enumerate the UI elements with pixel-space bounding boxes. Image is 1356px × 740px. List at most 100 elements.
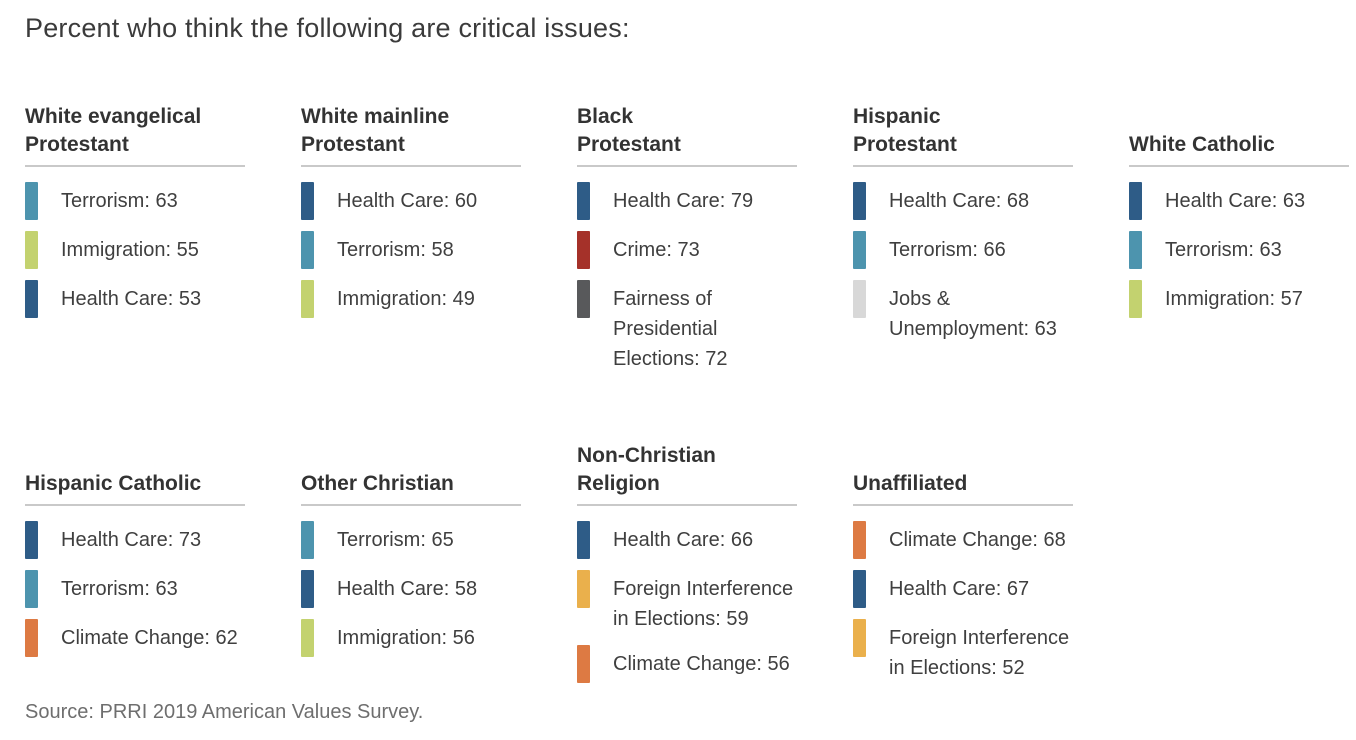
issue-item: Jobs & Unemployment: 63	[853, 280, 1073, 344]
issue-color-chip	[853, 619, 866, 657]
issue-label: Health Care: 60	[337, 190, 478, 212]
group-header: White mainline Protestant	[301, 105, 450, 156]
issue-item: Health Care: 73	[25, 521, 245, 559]
issue-label: Health Care: 73	[61, 529, 202, 551]
issue-item: Terrorism: 58	[301, 231, 521, 269]
group-header: Unaffiliated	[853, 471, 968, 495]
issue-label: Immigration: 55	[61, 239, 199, 261]
issue-label: Immigration: 49	[337, 288, 475, 310]
issue-item: Health Care: 60	[301, 182, 521, 220]
issue-item: Immigration: 49	[301, 280, 521, 318]
issue-color-chip	[25, 182, 38, 220]
issue-item: Health Care: 53	[25, 280, 245, 318]
issue-list: Terrorism: 65 Health Care: 58 Immigration:…	[301, 521, 521, 657]
issue-label: Immigration: 57	[1165, 288, 1303, 310]
issue-list: Terrorism: 63 Immigration: 55 Health Care:…	[25, 182, 245, 318]
header-rule	[577, 165, 797, 167]
issue-color-chip	[25, 280, 38, 318]
issue-color-chip	[853, 182, 866, 220]
issue-color-chip	[1129, 182, 1142, 220]
groups-row-1: White evangelical Protestant Terrorism: 6…	[0, 96, 1356, 385]
issue-label: Health Care: 58	[337, 578, 478, 600]
issue-item: Immigration: 55	[25, 231, 245, 269]
issue-item: Foreign Interference in Elections: 59	[577, 570, 797, 634]
header-rule	[853, 165, 1073, 167]
issue-item: Terrorism: 65	[301, 521, 521, 559]
issue-label: Health Care: 79	[613, 190, 754, 212]
header-rule	[853, 504, 1073, 506]
issue-label: Immigration: 56	[337, 627, 475, 649]
issue-color-chip	[25, 231, 38, 269]
issue-list: Health Care: 79 Crime: 73 Fairness of Pres…	[577, 182, 797, 374]
issue-item: Fairness of Presidential Elections: 72	[577, 280, 797, 374]
issue-color-chip	[301, 570, 314, 608]
issue-item: Health Care: 58	[301, 570, 521, 608]
groups-row-2: Hispanic Catholic Health Care: 73 Terroris…	[0, 435, 1356, 694]
chart-title: Percent who think the following are crit…	[25, 13, 630, 43]
issue-color-chip	[25, 570, 38, 608]
issue-label: Terrorism: 65	[337, 529, 454, 551]
group-column: Other Christian Terrorism: 65 Health Care:…	[301, 435, 521, 668]
issue-item: Immigration: 57	[1129, 280, 1349, 318]
issue-label: Jobs & Unemployment: 63	[889, 288, 1057, 340]
issue-label: Foreign Interference in Elections: 59	[613, 578, 794, 630]
issue-label: Foreign Interference in Elections: 52	[889, 627, 1070, 679]
group-header: White Catholic	[1129, 132, 1275, 156]
issue-color-chip	[577, 280, 590, 318]
issue-item: Climate Change: 56	[577, 645, 797, 683]
issue-label: Climate Change: 56	[613, 653, 790, 675]
group-column: Non-Christian Religion Health Care: 66 For…	[577, 435, 797, 694]
group-header: Black Protestant	[577, 105, 681, 156]
issue-item: Health Care: 67	[853, 570, 1073, 608]
group-column: White evangelical Protestant Terrorism: 6…	[25, 96, 245, 329]
group-column: Hispanic Protestant Health Care: 68 Terror…	[853, 96, 1073, 355]
issue-color-chip	[577, 231, 590, 269]
group-column: Black Protestant Health Care: 79 Crime: 73…	[577, 96, 797, 385]
issue-color-chip	[577, 570, 590, 608]
source-note: Source: PRRI 2019 American Values Survey…	[25, 701, 424, 723]
header-rule	[1129, 165, 1349, 167]
issue-color-chip	[25, 619, 38, 657]
issue-color-chip	[301, 280, 314, 318]
issue-item: Health Care: 68	[853, 182, 1073, 220]
group-header: Non-Christian Religion	[577, 444, 716, 495]
issue-label: Terrorism: 58	[337, 239, 454, 261]
issue-item: Climate Change: 62	[25, 619, 245, 657]
issue-label: Fairness of Presidential Elections: 72	[613, 288, 728, 370]
issue-color-chip	[1129, 280, 1142, 318]
issue-label: Health Care: 53	[61, 288, 202, 310]
issue-item: Terrorism: 63	[25, 182, 245, 220]
group-header: Hispanic Protestant	[853, 105, 957, 156]
issue-item: Terrorism: 63	[1129, 231, 1349, 269]
issue-label: Health Care: 68	[889, 190, 1030, 212]
issue-color-chip	[577, 645, 590, 683]
issue-list: Health Care: 60 Terrorism: 58 Immigration:…	[301, 182, 521, 318]
issue-item: Health Care: 66	[577, 521, 797, 559]
issue-label: Health Care: 67	[889, 578, 1030, 600]
group-header: White evangelical Protestant	[25, 105, 202, 156]
group-column: White Catholic Health Care: 63 Terrorism: …	[1129, 96, 1349, 329]
header-rule	[301, 165, 521, 167]
group-header: Other Christian	[301, 471, 454, 495]
issue-label: Climate Change: 68	[889, 529, 1066, 551]
group-column: Unaffiliated Climate Change: 68 Health Car…	[853, 435, 1073, 694]
issue-color-chip	[577, 521, 590, 559]
header-rule	[577, 504, 797, 506]
issue-color-chip	[853, 570, 866, 608]
issue-list: Health Care: 68 Terrorism: 66 Jobs & Unemp…	[853, 182, 1073, 344]
issue-color-chip	[301, 521, 314, 559]
group-header: Hispanic Catholic	[25, 471, 202, 495]
issue-item: Terrorism: 66	[853, 231, 1073, 269]
issue-list: Health Care: 63 Terrorism: 63 Immigration:…	[1129, 182, 1349, 318]
group-column: White mainline Protestant Health Care: 60…	[301, 96, 521, 329]
header-rule	[301, 504, 521, 506]
issue-item: Immigration: 56	[301, 619, 521, 657]
issue-label: Terrorism: 63	[1165, 239, 1282, 261]
issue-color-chip	[853, 280, 866, 318]
issue-item: Foreign Interference in Elections: 52	[853, 619, 1073, 683]
issue-color-chip	[577, 182, 590, 220]
issue-item: Crime: 73	[577, 231, 797, 269]
issue-color-chip	[25, 521, 38, 559]
issue-list: Health Care: 66 Foreign Interference in E…	[577, 521, 797, 683]
issue-label: Climate Change: 62	[61, 627, 238, 649]
